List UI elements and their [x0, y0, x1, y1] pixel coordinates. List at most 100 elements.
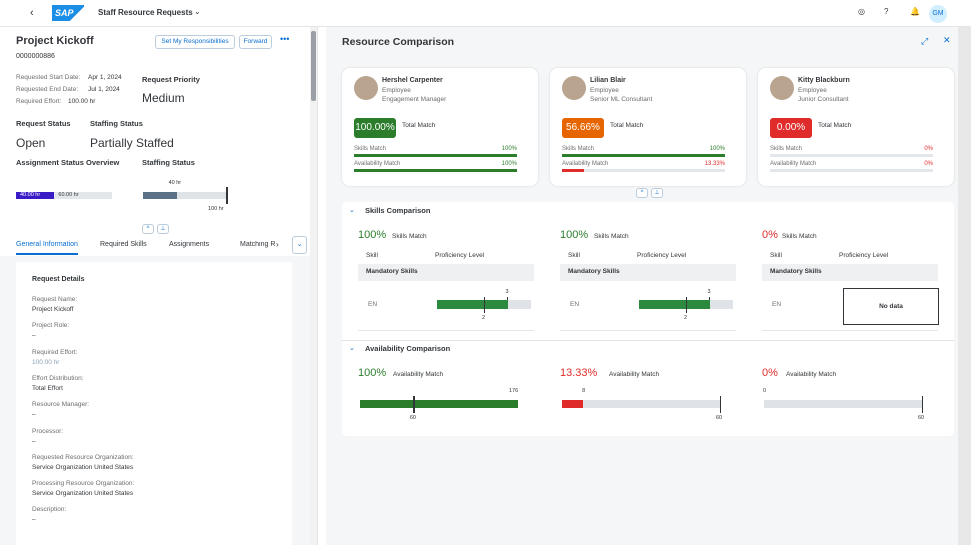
availability-label: Availability Match [354, 161, 401, 167]
total-match: 100.00% [354, 118, 396, 138]
field-value: Service Organization United States [32, 463, 134, 471]
no-data: No data [843, 288, 939, 325]
tab[interactable]: General Information [16, 241, 78, 255]
cards-toggle[interactable]: ^ [636, 188, 648, 198]
overview-label: Assignment Status Overview [16, 158, 120, 167]
candidate-name: Lilian Blair [590, 77, 626, 84]
skill-name: EN [570, 301, 580, 308]
header-toggle[interactable]: ^ [142, 224, 154, 234]
app-title[interactable]: Staff Resource Requests [98, 8, 193, 17]
fullscreen-button[interactable]: ⤢ [921, 36, 929, 46]
cards-toggle[interactable]: ⊥ [651, 188, 663, 198]
candidate-name: Hershel Carpenter [382, 77, 443, 84]
column-header: Proficiency Level [435, 252, 485, 259]
right-edge [958, 27, 971, 545]
availability-caption: Availability Match [609, 371, 660, 378]
row-line [762, 330, 938, 331]
row-line [560, 330, 736, 331]
close-button[interactable]: ✕ [943, 35, 951, 45]
field-value: – [32, 332, 36, 340]
field-label: Description: [32, 506, 67, 514]
column-header: Skill [366, 252, 378, 259]
tab-overflow[interactable]: › [276, 240, 279, 249]
scroll-thumb [311, 31, 316, 101]
date-value: Apr 1, 2024 [88, 74, 122, 81]
skills-caption: Skills Match [392, 233, 427, 240]
row-line [358, 330, 534, 331]
field-value: 100.00 hr [32, 358, 60, 366]
tab[interactable]: Matching R [240, 241, 276, 248]
required-label: 60 [716, 415, 723, 421]
group-row: Mandatory Skills [762, 264, 938, 281]
availability-track [562, 169, 725, 172]
availability-match: 0% [762, 367, 778, 379]
field-label: Processing Resource Organization: [32, 480, 135, 488]
field-label: Effort Distribution: [32, 374, 84, 382]
proficiency-value-label: 3 [505, 289, 509, 295]
shell-icon[interactable]: ◎ [858, 7, 865, 16]
required-marker [685, 297, 687, 313]
more-button[interactable]: ••• [280, 34, 290, 44]
availability-bar [562, 169, 584, 172]
shell-icon[interactable]: 🔔 [910, 7, 920, 16]
column-header: Skill [770, 252, 782, 259]
object-title: Project Kickoff [16, 35, 94, 47]
date-label: Requested Start Date: [16, 74, 81, 81]
splitter[interactable] [317, 27, 326, 545]
availability-value-label: 8 [582, 388, 586, 394]
total-caption: Total Match [610, 122, 644, 129]
group-row: Mandatory Skills [560, 264, 736, 281]
staffing-label: Staffing Status [90, 119, 143, 128]
action-button[interactable]: Forward [239, 35, 272, 49]
tab[interactable]: Assignments [169, 241, 210, 248]
candidate-photo [770, 76, 794, 100]
availability-caption: Availability Match [786, 371, 837, 378]
field-label: Request Name: [32, 296, 78, 303]
candidate-photo [354, 76, 378, 100]
avatar[interactable]: GM [929, 5, 947, 23]
total-caption: Total Match [818, 122, 852, 129]
back-button[interactable]: ‹ [30, 7, 34, 19]
availability-value-label: 0 [763, 388, 767, 394]
sap-logo: SAP [52, 5, 84, 21]
title-chevron[interactable]: ⌄ [194, 7, 201, 16]
segment [16, 192, 55, 199]
details-title: Request Details [32, 276, 85, 283]
section-chevron[interactable]: ⌄ [349, 207, 355, 214]
availability-value: 13.33% [704, 161, 725, 167]
availability-caption: Availability Match [393, 371, 444, 378]
shell-icon[interactable]: ? [884, 7, 889, 16]
tab-menu[interactable]: ⌄ [292, 236, 307, 254]
availability-value: 100% [501, 161, 517, 167]
proficiency-value-tick [507, 297, 508, 300]
availability-value-label: 176 [509, 388, 519, 394]
availability-track [770, 169, 933, 172]
section-divider [342, 340, 954, 341]
comparison-title: Resource Comparison [342, 36, 455, 48]
skills-match: 100% [358, 229, 387, 241]
priority-label: Request Priority [142, 75, 200, 84]
availability-value: 0% [924, 161, 933, 167]
field-label: Required Effort: [32, 348, 78, 356]
field-label: Project Role: [32, 322, 70, 330]
skills-value: 100% [709, 146, 725, 152]
skill-name: EN [772, 301, 782, 308]
staffing-fill [143, 192, 177, 199]
date-label: Required Effort: [16, 98, 62, 105]
section-chevron[interactable]: ⌄ [349, 345, 355, 352]
field-value: Project Kickoff [32, 306, 74, 313]
field-label: Requested Resource Organization: [32, 453, 134, 461]
priority-value: Medium [142, 91, 185, 105]
column-header: Proficiency Level [839, 252, 889, 259]
header-toggle[interactable]: ⊥ [157, 224, 169, 234]
staffing-target [226, 187, 228, 204]
tab[interactable]: Required Skills [100, 241, 147, 248]
proficiency-bar [437, 300, 508, 309]
proficiency-value-label: 3 [707, 289, 711, 295]
action-button[interactable]: Set My Responsibilities [155, 35, 235, 49]
skills-title: Skills Comparison [365, 206, 431, 215]
skills-caption: Skills Match [594, 233, 629, 240]
date-value: 100.00 hr [68, 98, 96, 105]
candidate-name: Kitty Blackburn [798, 77, 850, 84]
